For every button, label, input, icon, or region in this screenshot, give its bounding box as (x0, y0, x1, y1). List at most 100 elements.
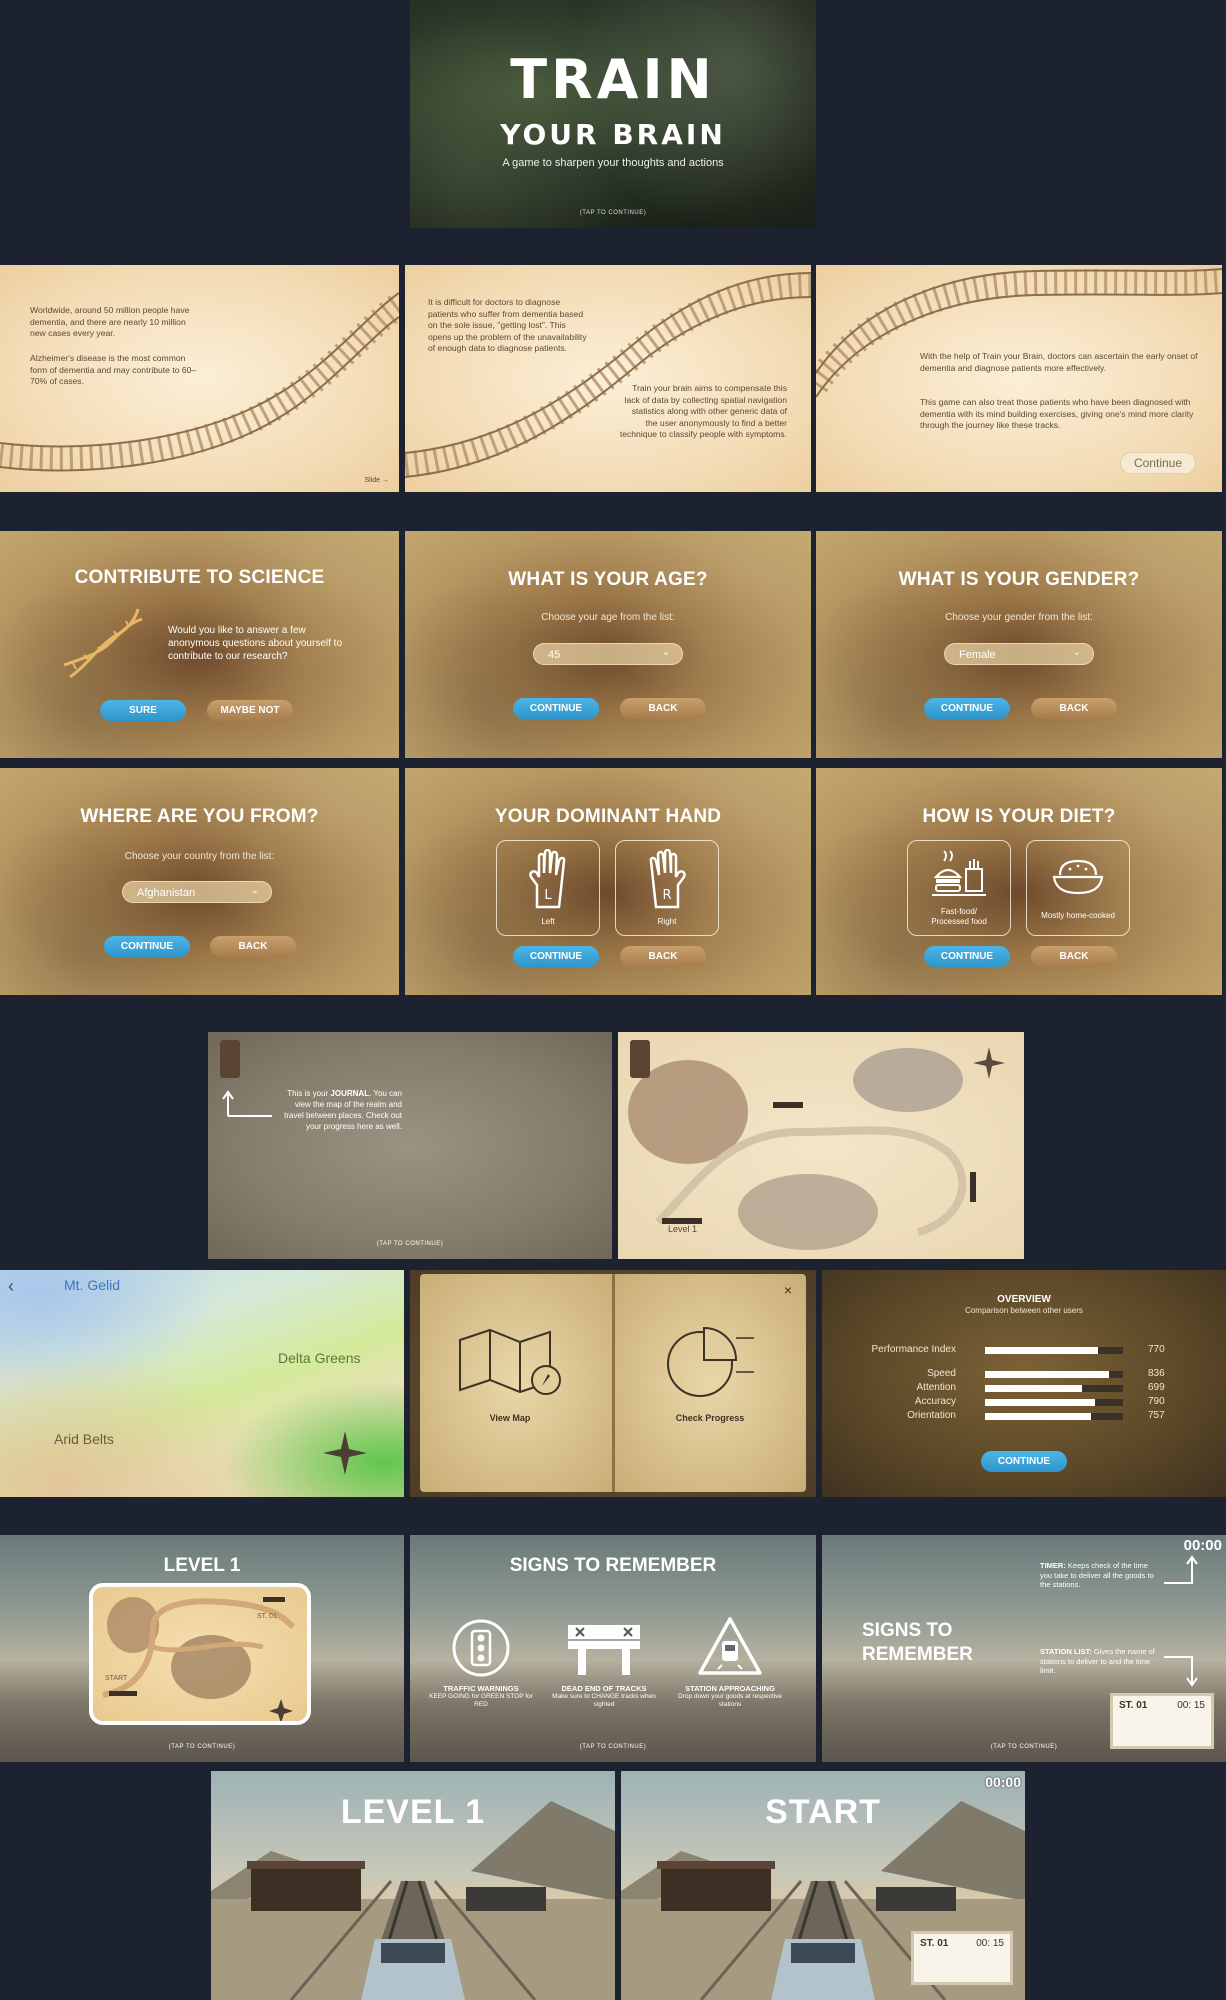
level-map-art (102, 1597, 296, 1721)
start-title: START (765, 1793, 881, 1831)
continue-button[interactable]: CONTINUE (981, 1451, 1067, 1472)
metric-value: 790 (1148, 1396, 1165, 1407)
metric-bar-fill (985, 1385, 1082, 1392)
intro-text-6: This game can also treat those patients … (920, 397, 1194, 430)
start-label: START (105, 1675, 128, 1682)
title-screen[interactable]: TRAIN YOUR BRAIN A game to sharpen your … (410, 0, 816, 228)
back-button[interactable]: BACK (1031, 698, 1117, 719)
screen-title: WHAT IS YOUR GENDER? (898, 569, 1140, 590)
journal-book-screen: × View Map Check Progress (410, 1270, 816, 1497)
hand-left-icon: L (529, 849, 566, 909)
level-label[interactable]: Level 1 (668, 1224, 698, 1234)
tap-to-continue[interactable]: (TAP TO CONTINUE) (376, 1241, 444, 1247)
intro-slide-3: With the help of Train your Brain, docto… (816, 265, 1222, 492)
train-scene-art (211, 1801, 615, 2000)
country-select[interactable]: Afghanistan ⌄ (122, 881, 272, 903)
metric-value: 757 (1148, 1410, 1165, 1421)
screen-title: CONTRIBUTE TO SCIENCE (74, 567, 325, 588)
sign-station-approaching: STATION APPROACHING Drop down your goods… (677, 1684, 783, 1708)
station-label: ST. 01 (257, 1613, 277, 1620)
sign-traffic-warnings: TRAFFIC WARNINGS KEEP GOING for GREEN ST… (429, 1684, 533, 1708)
gameplay-level-screen: LEVEL 1 (211, 1771, 615, 2000)
country-screen: WHERE ARE YOU FROM? Choose your country … (0, 768, 399, 995)
right-hand-option[interactable]: R Right (615, 840, 719, 936)
view-map-button[interactable]: View Map (450, 1320, 570, 1430)
metric-label: Accuracy (914, 1396, 956, 1407)
region-delta-greens[interactable]: Delta Greens (278, 1350, 361, 1366)
tap-to-continue[interactable]: (TAP TO CONTINUE) (579, 210, 647, 216)
metric-label: Orientation (907, 1410, 956, 1421)
continue-button[interactable]: CONTINUE (513, 946, 599, 967)
sure-button[interactable]: SURE (100, 700, 186, 721)
sign-dead-end: DEAD END OF TRACKS Make sure to CHANGE t… (552, 1684, 656, 1708)
age-screen: WHAT IS YOUR AGE? Choose your age from t… (405, 531, 811, 758)
back-button[interactable]: BACK (1031, 946, 1117, 967)
continue-button[interactable]: CONTINUE (104, 936, 190, 957)
arrow-up-icon (1164, 1555, 1198, 1584)
back-button[interactable]: BACK (620, 946, 706, 967)
screen-title: YOUR DOMINANT HAND (494, 806, 722, 827)
journal-icon[interactable] (630, 1040, 650, 1078)
screen-subtitle: Choose your gender from the list: (945, 612, 1093, 623)
metric-bar (985, 1413, 1123, 1420)
gender-select[interactable]: Female ⌄ (944, 643, 1094, 665)
level-map-card[interactable]: ST. 01 START (89, 1583, 311, 1725)
tap-to-continue[interactable]: (TAP TO CONTINUE) (168, 1744, 236, 1750)
journal-icon[interactable] (220, 1040, 240, 1078)
back-arrow-icon[interactable]: ‹ (8, 1276, 14, 1296)
dead-end-icon (568, 1625, 640, 1675)
fast-food-option[interactable]: Fast-food/ Processed food (907, 840, 1011, 936)
check-progress-button[interactable]: Check Progress (650, 1320, 770, 1430)
dna-icon (63, 608, 143, 679)
station-name: ST. 01 (920, 1938, 949, 1949)
level-title: LEVEL 1 (163, 1555, 241, 1576)
option-label: Left (541, 917, 555, 926)
continue-button[interactable]: CONTINUE (513, 698, 599, 719)
continue-button[interactable]: CONTINUE (924, 946, 1010, 967)
screen-subtitle: Choose your country from the list: (124, 851, 275, 862)
option-label: Right (657, 917, 677, 926)
contribute-screen: CONTRIBUTE TO SCIENCE Would you like to … (0, 531, 399, 758)
back-button[interactable]: BACK (620, 698, 706, 719)
title-your-brain: YOUR BRAIN (500, 118, 726, 151)
metric-bar-fill (985, 1413, 1092, 1420)
left-hand-option[interactable]: L Left (496, 840, 600, 936)
map-art (628, 1048, 976, 1250)
compass-icon (973, 1047, 1005, 1079)
intro-text-5: With the help of Train your Brain, docto… (920, 351, 1198, 373)
tagline: A game to sharpen your thoughts and acti… (502, 157, 724, 169)
continue-button[interactable]: CONTINUE (924, 698, 1010, 719)
svg-text:R: R (662, 888, 671, 903)
intro-text-2: Alzheimer's disease is the most common f… (30, 353, 197, 386)
level-map-screen: Level 1 (618, 1032, 1024, 1259)
age-select[interactable]: 45 ⌄ (533, 643, 683, 665)
tap-to-continue[interactable]: (TAP TO CONTINUE) (579, 1744, 647, 1750)
region-arid-belts[interactable]: Arid Belts (54, 1431, 114, 1447)
home-cooked-option[interactable]: Mostly home-cooked (1026, 840, 1130, 936)
close-icon[interactable]: × (783, 1282, 792, 1298)
screen-title: WHERE ARE YOU FROM? (80, 806, 319, 827)
gameplay-start-screen: START 00:00 ST. 01 00: 15 (621, 1771, 1025, 2000)
title-train: TRAIN (510, 48, 716, 111)
back-button[interactable]: BACK (210, 936, 296, 957)
country-select-value: Afghanistan (137, 887, 196, 899)
view-map-label: View Map (489, 1413, 531, 1423)
metric-bar (985, 1347, 1123, 1354)
level-intro-screen: LEVEL 1 ST. 01 START (TAP TO CONTINUE) (0, 1535, 404, 1762)
metric-bar (985, 1371, 1123, 1378)
hud-tutorial-screen: SIGNS TO REMEMBER 00:00 TIMER: Keeps chec… (822, 1535, 1226, 1762)
station-name: ST. 01 (1119, 1700, 1148, 1711)
metric-label: Attention (916, 1382, 956, 1393)
continue-button[interactable]: Continue (1120, 452, 1196, 474)
overview-subtitle: Comparison between other users (965, 1306, 1083, 1315)
tap-to-continue[interactable]: (TAP TO CONTINUE) (990, 1744, 1058, 1750)
journal-hint: This is your JOURNAL. You can view the m… (284, 1089, 402, 1131)
option-label: Fast-food/ Processed food (931, 907, 987, 926)
region-mt-gelid[interactable]: Mt. Gelid (64, 1277, 121, 1293)
intro-text-3: It is difficult for doctors to diagnose … (428, 297, 587, 353)
metric-value: 770 (1148, 1344, 1165, 1355)
station-time: 00: 15 (1177, 1700, 1205, 1711)
slide-nav[interactable]: Slide → (364, 476, 389, 484)
maybe-not-button[interactable]: MAYBE NOT (207, 700, 293, 721)
map-compass-icon (459, 1328, 561, 1395)
